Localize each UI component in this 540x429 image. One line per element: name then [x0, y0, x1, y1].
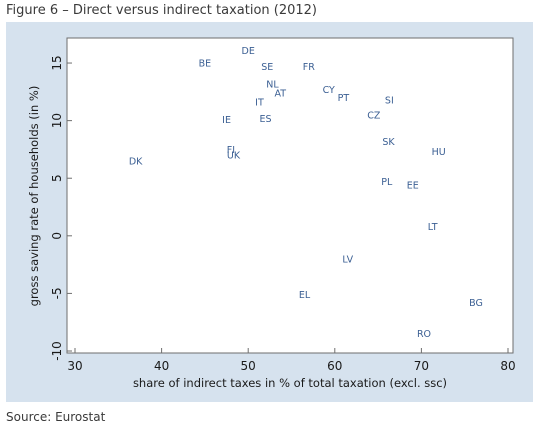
data-point-at: AT: [274, 88, 286, 99]
x-tick-label: 60: [327, 359, 342, 373]
data-point-bg: BG: [469, 298, 483, 309]
data-point-fr: FR: [303, 62, 315, 73]
data-point-lv: LV: [342, 254, 353, 265]
x-axis-title: share of indirect taxes in % of total ta…: [133, 376, 447, 390]
data-point-se: SE: [261, 62, 273, 73]
data-point-el: EL: [299, 290, 311, 301]
data-point-es: ES: [259, 114, 271, 125]
y-tick-label: -5: [50, 287, 64, 299]
data-point-de: DE: [242, 46, 255, 57]
data-point-pl: PL: [381, 177, 393, 188]
x-tick-label: 40: [154, 359, 169, 373]
data-point-nl: NL: [266, 79, 279, 90]
data-point-dk: DK: [129, 156, 143, 167]
x-tick-label: 70: [414, 359, 429, 373]
data-point-uk: UK: [227, 151, 241, 162]
x-tick-label: 80: [500, 359, 515, 373]
x-tick-label: 30: [67, 359, 82, 373]
data-point-si: SI: [385, 95, 394, 106]
data-point-ee: EE: [407, 181, 419, 192]
y-tick-label: 15: [50, 55, 64, 70]
axis-ticks: 30 40 50 60 70 80 -10 -5 0 5 10 15: [50, 55, 516, 373]
x-tick-label: 50: [241, 359, 256, 373]
figure-title: Figure 6 – Direct versus indirect taxati…: [6, 3, 318, 18]
data-point-ie: IE: [222, 115, 231, 126]
y-tick-label: -10: [50, 341, 64, 361]
source-note: Source: Eurostat: [6, 410, 106, 424]
data-point-cy: CY: [323, 85, 335, 96]
data-point-be: BE: [199, 59, 212, 70]
y-tick-label: 0: [50, 232, 64, 240]
data-point-lt: LT: [428, 222, 438, 233]
data-point-pt: PT: [338, 93, 350, 104]
data-point-sk: SK: [382, 137, 395, 148]
data-point-cz: CZ: [367, 110, 381, 121]
data-point-ro: RO: [417, 329, 431, 340]
data-point-it: IT: [255, 98, 264, 109]
data-point-fi: FI: [227, 145, 235, 156]
data-point-hu: HU: [432, 147, 446, 158]
y-tick-label: 5: [50, 174, 64, 182]
plot-area: [66, 37, 514, 354]
y-axis-title: gross saving rate of households (in %): [27, 86, 41, 307]
y-tick-label: 10: [50, 113, 64, 128]
